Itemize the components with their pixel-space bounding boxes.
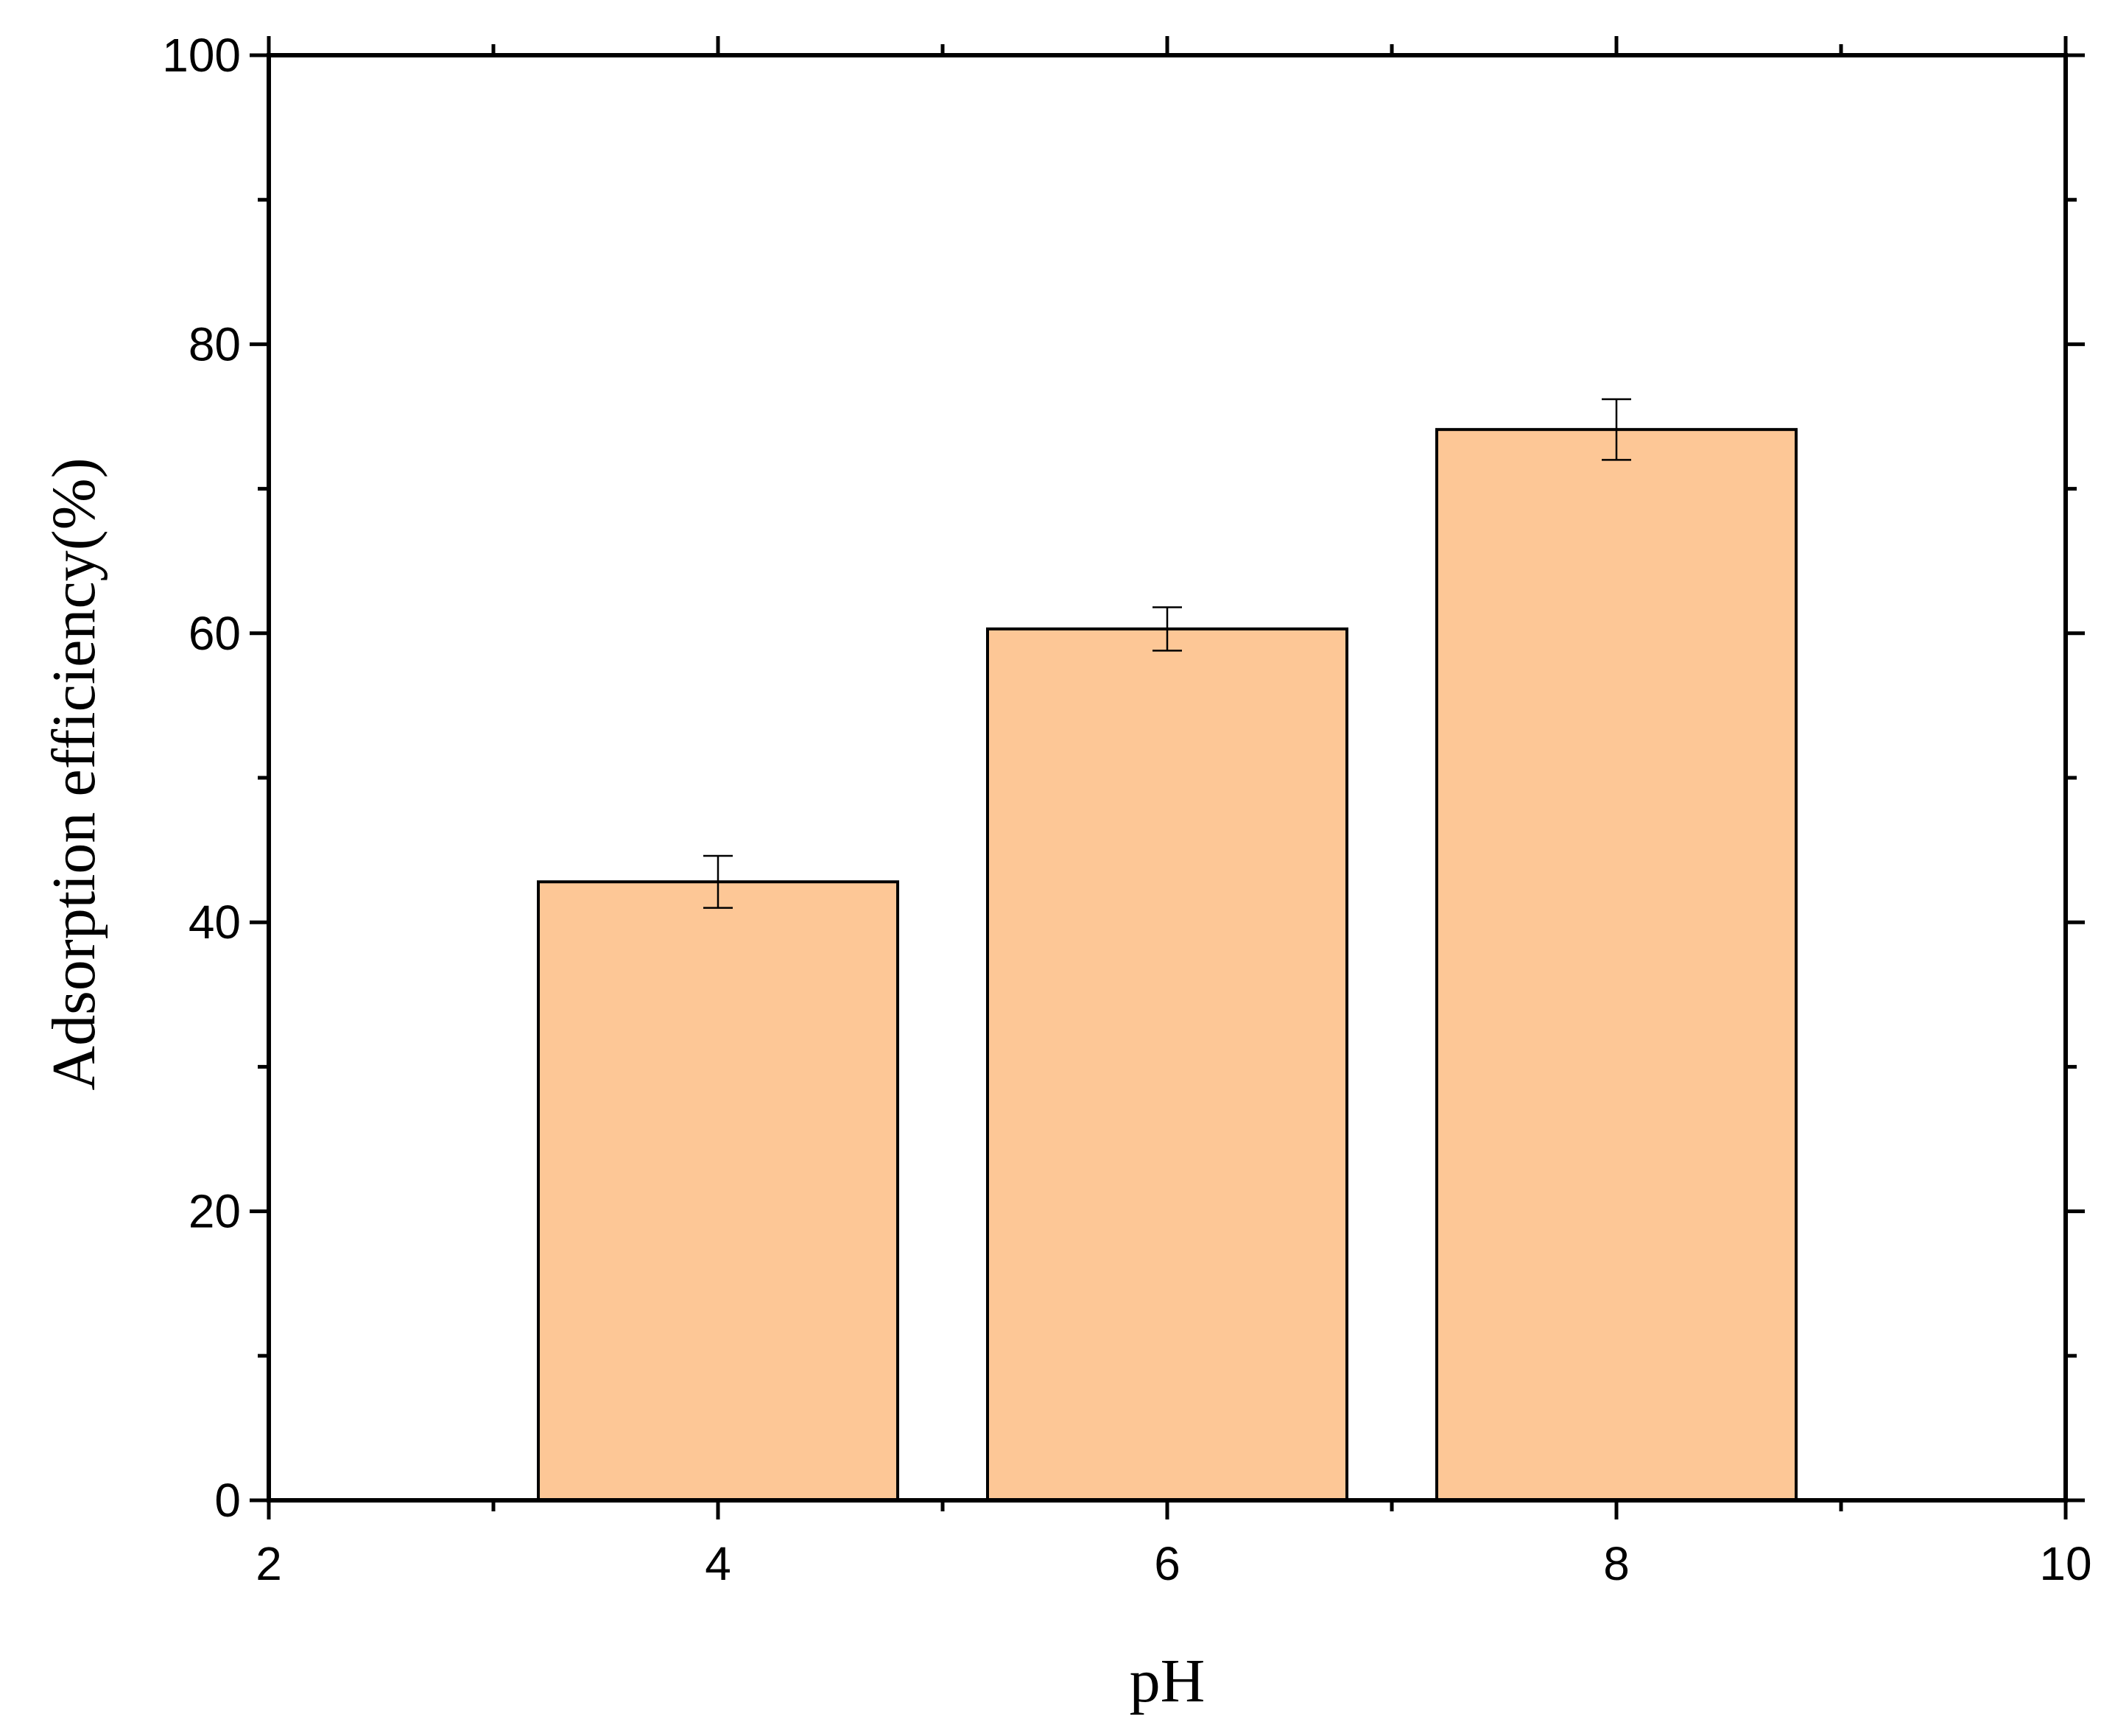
x-tick-label-8: 8 xyxy=(1603,1537,1630,1590)
y-tick-labels: 0 20 40 60 80 100 xyxy=(162,29,241,1527)
bars-group xyxy=(537,428,1798,1503)
error-bar-8 xyxy=(1602,398,1631,461)
bar-8 xyxy=(1435,428,1798,1503)
x-tick-label-2: 2 xyxy=(256,1537,282,1590)
y-tick-label-60: 60 xyxy=(189,607,241,660)
y-tick-label-0: 0 xyxy=(214,1474,241,1527)
x-axis-title: pH xyxy=(1130,1647,1206,1715)
error-bars-group xyxy=(703,398,1631,909)
ticks-group xyxy=(250,36,2085,1519)
x-tick-label-6: 6 xyxy=(1154,1537,1180,1590)
x-tick-label-4: 4 xyxy=(705,1537,731,1590)
y-tick-label-80: 80 xyxy=(189,317,241,370)
y-tick-label-40: 40 xyxy=(189,896,241,949)
bar-6 xyxy=(986,627,1348,1503)
bar-4 xyxy=(537,880,899,1503)
y-axis-title: Adsorption efficiency(%) xyxy=(40,457,108,1090)
error-bar-4 xyxy=(703,854,733,909)
error-bar-6 xyxy=(1152,606,1182,652)
x-tick-label-10: 10 xyxy=(2039,1537,2091,1590)
x-tick-labels: 2 4 6 8 10 xyxy=(256,1537,2091,1590)
y-tick-label-100: 100 xyxy=(162,29,241,82)
y-tick-label-20: 20 xyxy=(189,1185,241,1238)
